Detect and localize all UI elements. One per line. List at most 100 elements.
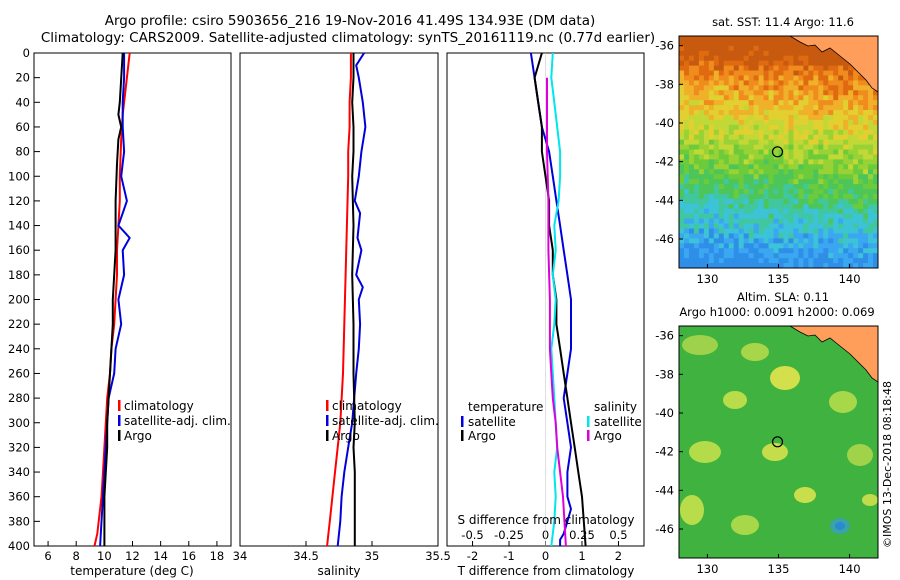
sst-cell — [838, 55, 844, 62]
sst-cell — [718, 223, 725, 229]
sst-cell — [823, 218, 829, 224]
sst-cell — [828, 179, 834, 185]
sst-cell — [788, 169, 794, 175]
depth-tick-label: 60 — [15, 120, 30, 134]
sst-cell — [688, 193, 695, 200]
sst-cell — [733, 164, 740, 170]
sst-cell — [773, 248, 779, 254]
sst-cell — [768, 243, 774, 249]
sst-cell — [748, 238, 755, 244]
sst-cell — [843, 263, 849, 268]
imos-watermark: ©IMOS 13-Dec-2018 08:18:48 — [881, 381, 894, 548]
sst-cell — [763, 60, 769, 67]
sst-cell — [803, 184, 809, 190]
legend-swatch-argo — [118, 430, 121, 441]
sst-cell — [828, 90, 834, 96]
sla-map-image — [679, 326, 878, 558]
series-line-s-argo — [546, 77, 567, 546]
sst-cell — [773, 238, 779, 244]
sst-cell — [728, 263, 735, 268]
sst-cell — [758, 90, 764, 96]
sst-cell — [679, 164, 685, 170]
sst-cell — [818, 149, 824, 155]
sst-cell — [683, 218, 690, 224]
sst-cell — [873, 253, 878, 259]
sst-cell — [708, 134, 715, 141]
sst-cell — [728, 218, 735, 224]
sst-cell — [808, 243, 814, 249]
sst-cell — [773, 110, 779, 116]
sst-cell — [758, 233, 764, 239]
sst-cell — [868, 119, 874, 126]
sst-cell — [753, 164, 760, 170]
sst-cell — [743, 144, 750, 150]
sst-cell — [713, 169, 720, 175]
sst-cell — [828, 238, 834, 244]
sst-cell — [773, 55, 779, 62]
sst-cell — [783, 75, 789, 81]
sst-cell — [798, 50, 804, 57]
sst-cell — [688, 144, 695, 150]
legend-label-satellite: satellite-adj. clim. — [124, 414, 231, 428]
depth-tick-label: 400 — [8, 539, 30, 553]
sst-cell — [679, 193, 685, 200]
sst-cell — [873, 149, 878, 155]
sst-cell — [773, 263, 779, 268]
sst-cell — [828, 263, 834, 268]
sst-cell — [788, 154, 794, 160]
sst-cell — [868, 129, 874, 136]
sst-cell — [853, 233, 859, 239]
sst-cell — [713, 50, 720, 57]
sst-cell — [778, 238, 784, 244]
sst-cell — [868, 114, 874, 121]
sst-cell — [863, 218, 869, 224]
sst-cell — [818, 164, 824, 170]
sst-cell — [803, 179, 809, 185]
sst-cell — [718, 213, 725, 220]
lat-tick-label: -40 — [655, 406, 674, 420]
sst-cell — [753, 174, 760, 180]
sst-cell — [823, 203, 829, 210]
sst-cell — [793, 60, 799, 67]
sst-cell — [843, 110, 849, 116]
sst-cell — [679, 238, 685, 244]
depth-tick-label: 220 — [8, 317, 30, 331]
sst-cell — [778, 169, 784, 175]
sst-cell — [763, 50, 769, 57]
sst-cell — [768, 85, 774, 91]
sst-cell — [703, 105, 710, 111]
sst-cell — [808, 159, 814, 165]
sst-cell — [778, 119, 784, 126]
sst-cell — [713, 253, 720, 259]
sst-cell — [753, 198, 760, 205]
sst-cell — [783, 233, 789, 239]
sst-cell — [768, 193, 774, 200]
sst-cell — [818, 154, 824, 160]
sst-cell — [683, 174, 690, 180]
sst-cell — [728, 50, 735, 57]
sst-cell — [773, 164, 779, 170]
sst-cell — [778, 40, 784, 47]
sst-cell — [873, 144, 878, 150]
legend-label-t-satellite: satellite — [468, 415, 516, 429]
depth-tick-label: 40 — [15, 95, 30, 109]
sst-cell — [818, 95, 824, 101]
sst-cell — [783, 50, 789, 57]
sst-cell — [698, 198, 705, 205]
sst-cell — [698, 139, 705, 145]
sst-cell — [763, 198, 769, 205]
sst-cell — [718, 105, 725, 111]
sla-argo-location-marker — [771, 436, 784, 448]
sst-cell — [873, 228, 878, 234]
sst-cell — [768, 179, 774, 185]
sst-cell — [748, 70, 755, 76]
sst-cell — [733, 100, 740, 106]
figure-title-line1: Argo profile: csiro 5903656_216 19-Nov-2… — [105, 13, 596, 29]
sst-cell — [793, 223, 799, 229]
sst-cell — [758, 85, 764, 91]
sst-cell — [683, 198, 690, 205]
sst-cell — [778, 70, 784, 76]
sst-cell — [858, 85, 864, 91]
sst-cell — [698, 129, 705, 136]
sst-cell — [733, 169, 740, 175]
